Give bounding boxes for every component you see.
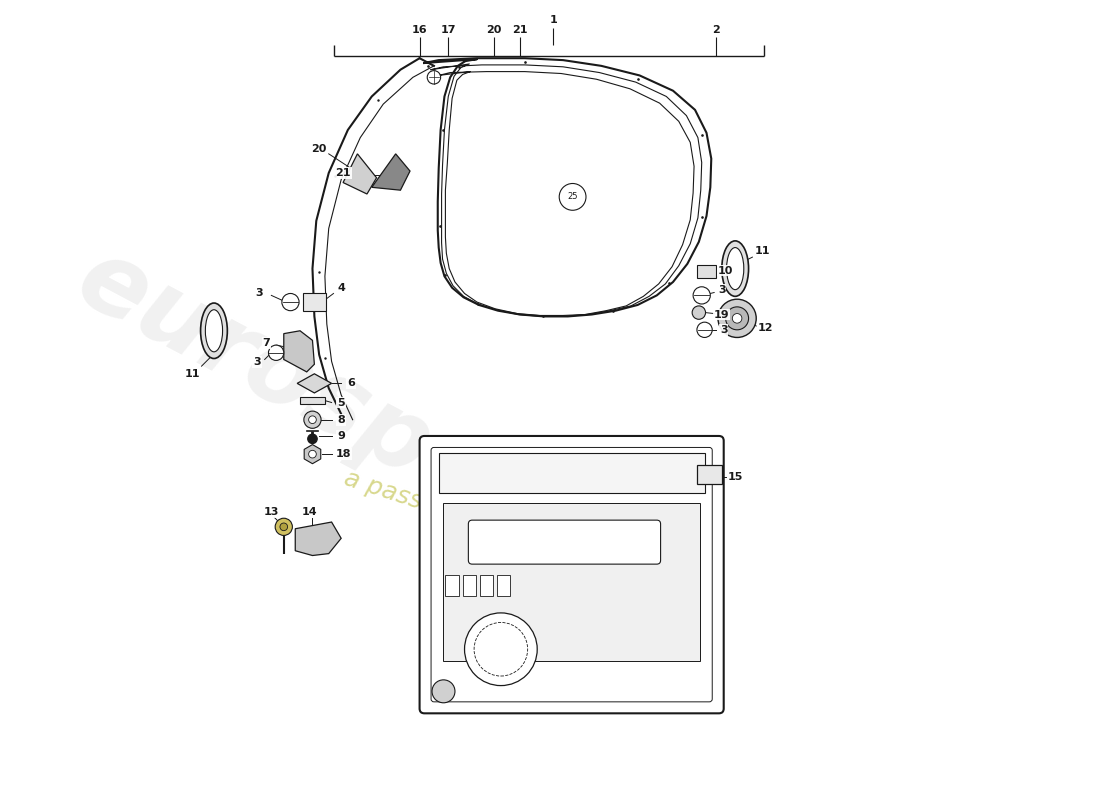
Text: 3: 3	[719, 325, 727, 335]
Circle shape	[464, 613, 537, 686]
Text: 1: 1	[550, 15, 558, 25]
Text: 18: 18	[336, 449, 351, 459]
Bar	[446, 574, 459, 596]
Ellipse shape	[727, 247, 744, 290]
Polygon shape	[343, 154, 376, 194]
Ellipse shape	[200, 303, 228, 358]
Bar	[463, 574, 476, 596]
Circle shape	[733, 314, 741, 323]
Circle shape	[432, 680, 455, 703]
Text: 21: 21	[336, 168, 351, 178]
Circle shape	[309, 450, 317, 458]
Circle shape	[718, 299, 756, 338]
Text: 7: 7	[263, 338, 271, 348]
Circle shape	[280, 523, 287, 530]
Text: 9: 9	[338, 431, 345, 441]
Circle shape	[282, 294, 299, 310]
Circle shape	[726, 307, 749, 330]
Text: 20: 20	[311, 144, 327, 154]
Bar	[300, 397, 324, 405]
Text: 3: 3	[718, 285, 726, 294]
Text: 14: 14	[301, 507, 318, 518]
Text: 21: 21	[513, 25, 528, 34]
Text: 20: 20	[486, 25, 502, 34]
Text: 3: 3	[255, 287, 263, 298]
Circle shape	[309, 416, 317, 423]
Polygon shape	[372, 154, 410, 190]
Circle shape	[304, 411, 321, 428]
Text: 12: 12	[758, 323, 773, 333]
Ellipse shape	[206, 310, 222, 352]
Bar	[443, 503, 700, 661]
Polygon shape	[295, 522, 341, 555]
Text: 3: 3	[253, 358, 261, 367]
Polygon shape	[284, 330, 315, 372]
Text: a passion for parts since 1985: a passion for parts since 1985	[341, 466, 708, 606]
Text: 11: 11	[184, 369, 200, 379]
Circle shape	[427, 70, 441, 84]
FancyBboxPatch shape	[469, 520, 661, 564]
Bar	[480, 574, 493, 596]
Circle shape	[697, 322, 712, 338]
Ellipse shape	[722, 241, 749, 296]
Text: 5: 5	[338, 398, 345, 407]
Text: 4: 4	[338, 282, 345, 293]
Text: 8: 8	[338, 414, 345, 425]
Bar	[697, 465, 722, 484]
Bar	[697, 265, 716, 278]
Text: 19: 19	[714, 310, 729, 319]
Circle shape	[308, 434, 317, 444]
Circle shape	[692, 306, 705, 319]
Text: 16: 16	[411, 25, 428, 34]
Text: eurospares: eurospares	[60, 230, 664, 613]
Text: 25: 25	[568, 192, 578, 202]
Circle shape	[474, 622, 528, 676]
Circle shape	[275, 518, 293, 535]
Circle shape	[268, 345, 284, 361]
Bar	[302, 294, 326, 310]
Bar	[439, 453, 705, 494]
Text: 2: 2	[712, 25, 719, 34]
Circle shape	[693, 286, 711, 304]
Text: 15: 15	[727, 472, 742, 482]
Text: 11: 11	[755, 246, 770, 256]
Bar	[497, 574, 510, 596]
Text: 17: 17	[440, 25, 456, 34]
Polygon shape	[297, 374, 331, 393]
FancyBboxPatch shape	[419, 436, 724, 714]
Text: 13: 13	[264, 507, 279, 518]
Text: 10: 10	[718, 266, 734, 275]
Circle shape	[559, 183, 586, 210]
Text: 6: 6	[346, 378, 354, 388]
